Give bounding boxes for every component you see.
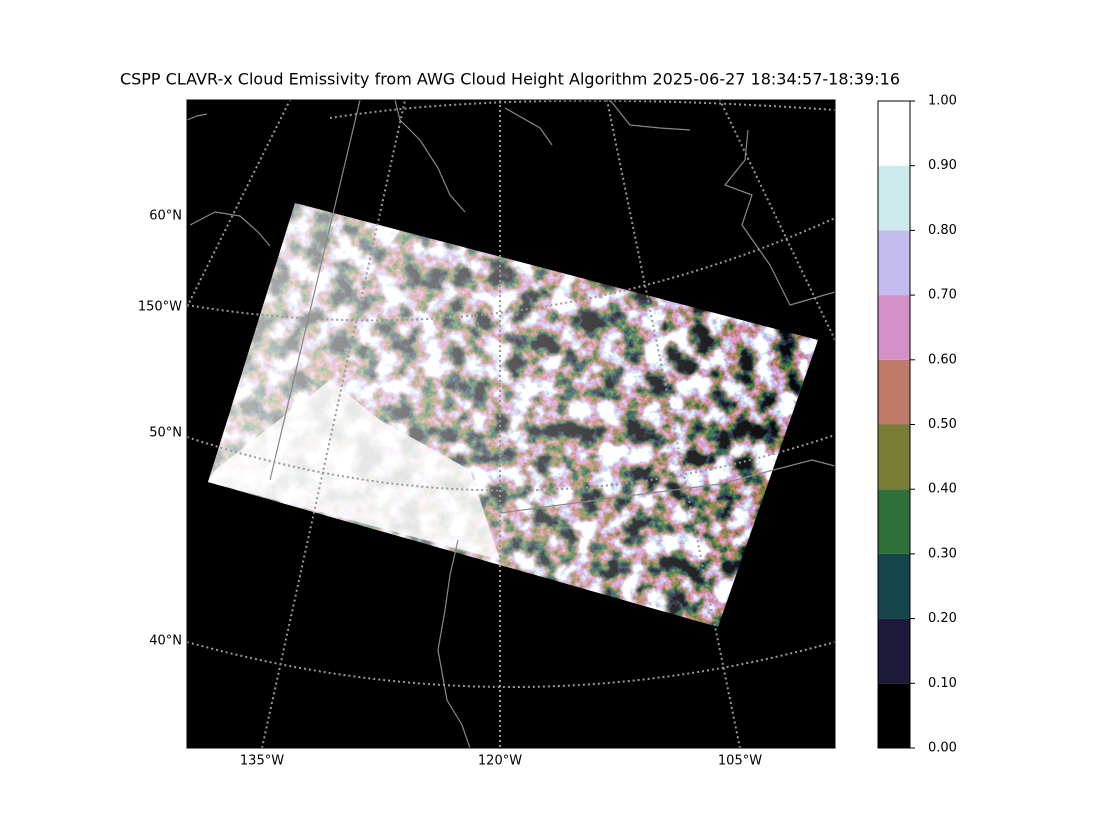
lat-label: 50°N bbox=[149, 426, 182, 441]
colorbar-segment bbox=[878, 683, 910, 748]
colorbar-tick-label: 0.40 bbox=[928, 482, 957, 497]
lat-label: 60°N bbox=[149, 209, 182, 224]
colorbar-segment bbox=[878, 618, 910, 684]
colorbar-tick-label: 0.80 bbox=[928, 223, 957, 238]
colorbar-tick-label: 0.00 bbox=[928, 741, 957, 756]
colorbar-tick-label: 0.60 bbox=[928, 352, 957, 367]
map-title: CSPP CLAVR-x Cloud Emissivity from AWG C… bbox=[120, 70, 900, 89]
colorbar-tick-label: 1.00 bbox=[928, 94, 957, 109]
lon-label: 120°W bbox=[478, 754, 522, 769]
colorbar-tick-label: 0.10 bbox=[928, 676, 957, 691]
lon-label: 150°W bbox=[138, 300, 182, 315]
colorbar-segment bbox=[878, 424, 910, 490]
lon-label: 135°W bbox=[240, 754, 284, 769]
map-frame bbox=[186, 99, 836, 749]
colorbar-segment bbox=[878, 489, 910, 554]
coastlines bbox=[187, 100, 835, 748]
colorbar-segment bbox=[878, 359, 910, 425]
lat-label: 40°N bbox=[149, 634, 182, 649]
colorbar-segment bbox=[878, 295, 910, 360]
colorbar-segment bbox=[878, 101, 910, 166]
colorbar-segment bbox=[878, 165, 910, 231]
colorbar-tick-label: 0.70 bbox=[928, 288, 957, 303]
colorbar-segment bbox=[878, 553, 910, 619]
colorbar-tick-label: 0.50 bbox=[928, 417, 957, 432]
colorbar-tick-label: 0.20 bbox=[928, 611, 957, 626]
graticule bbox=[187, 100, 835, 748]
lon-label: 105°W bbox=[718, 754, 762, 769]
thick-cloud bbox=[208, 380, 500, 560]
colorbar-tick-label: 0.30 bbox=[928, 546, 957, 561]
colorbar-segment bbox=[878, 230, 910, 296]
colorbar-tick-label: 0.90 bbox=[928, 158, 957, 173]
